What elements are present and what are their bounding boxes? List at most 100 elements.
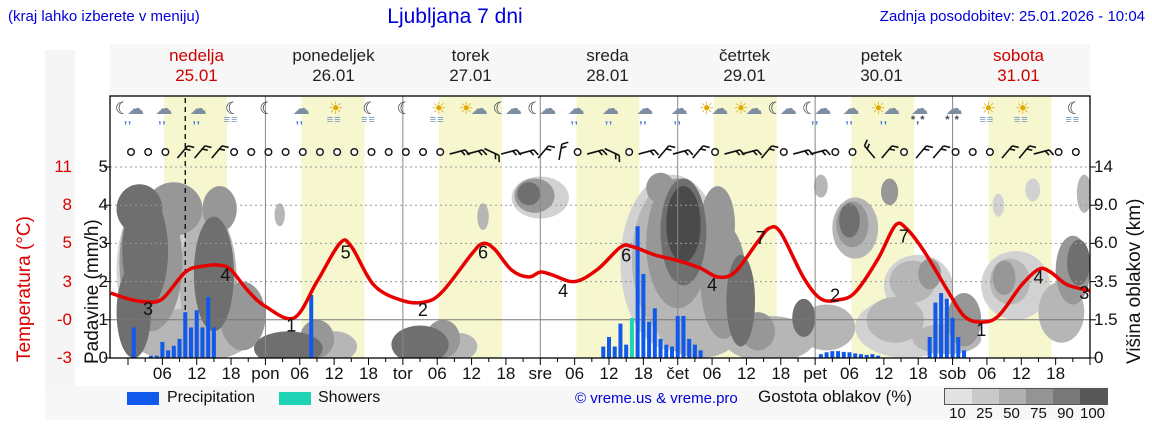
hour-label: 06 <box>427 364 447 383</box>
temperature-label: 4 <box>707 275 717 295</box>
cloud-blob <box>880 178 899 206</box>
precipitation-bar <box>624 344 629 358</box>
cloud-density-scale-label: 50 <box>1003 405 1020 422</box>
hour-label: 12 <box>736 364 756 383</box>
wind-barb-icon <box>1001 145 1019 159</box>
day-header: ponedeljek 26.01 <box>265 46 402 86</box>
hour-label: 06 <box>290 364 310 383</box>
precipitation-bar <box>166 350 171 358</box>
weather-icon-sun-cloud: ☀☁ <box>733 99 762 118</box>
day-date: 25.01 <box>175 66 218 85</box>
menu-hint: (kraj lahko izberete v meniju) <box>8 8 200 25</box>
precipitation-bar <box>847 352 852 358</box>
wind-calm-icon <box>298 148 307 156</box>
day-abbrev-label: pon <box>251 364 280 383</box>
wind-calm-icon <box>127 148 135 156</box>
shower-bar <box>629 317 634 358</box>
temperature-label: 1 <box>286 315 296 335</box>
prec-tick-label: 1 <box>98 309 108 329</box>
precipitation-bar <box>876 355 881 358</box>
wind-barb-icon <box>657 145 676 159</box>
wind-calm-icon <box>161 148 170 156</box>
day-abbrev-label: pet <box>803 364 827 383</box>
precipitation-bar <box>950 317 955 358</box>
last-update-timestamp: Zadnja posodobitev: 25.01.2026 - 10:04 <box>879 8 1145 25</box>
weather-icon-moon-cloud: ☾☁ <box>492 99 522 118</box>
cloud-blob <box>116 184 163 234</box>
day-name: sreda <box>586 46 629 65</box>
cloud-density-scale-label: 90 <box>1057 405 1074 422</box>
cloud-density-legend-label: Gostota oblakov (%) <box>758 387 913 406</box>
wind-calm-icon <box>1071 148 1080 156</box>
hour-label: 12 <box>874 364 894 383</box>
precipitation-bar <box>607 336 612 358</box>
cloud-density-scale-label: 100 <box>1079 405 1106 422</box>
hour-label: 06 <box>565 364 585 383</box>
precipitation-bar <box>944 298 949 358</box>
precipitation-legend-label: Precipitation <box>167 389 256 406</box>
cloud-tick-label: 1.5 <box>1094 309 1118 329</box>
weather-icon-cloud-rain: ☁,, <box>292 99 310 126</box>
wind-calm-icon <box>144 148 153 156</box>
precipitation-bar <box>870 354 875 358</box>
cloud-density-step <box>999 389 1026 404</box>
weather-icon-moon-cloud-rain: ☾☁,, <box>802 99 831 126</box>
day-name: sobota <box>992 46 1045 65</box>
precipitation-bar <box>692 344 697 358</box>
cloud-blob <box>193 216 234 332</box>
cloud-blob <box>274 203 285 227</box>
cloud-tick-label: 0 <box>1094 348 1104 367</box>
day-name: ponedeljek <box>292 46 375 65</box>
precipitation-bar <box>652 308 657 358</box>
cloud-density-step <box>945 389 972 404</box>
cloud-blob <box>726 254 756 347</box>
temperature-label: 2 <box>830 285 840 305</box>
wind-calm-icon <box>367 148 376 156</box>
prec-tick-label: 2 <box>98 271 108 291</box>
precipitation-bar <box>131 327 136 358</box>
precipitation-bar <box>188 327 193 358</box>
temp-tick-label: 3 <box>62 271 72 291</box>
hour-label: 12 <box>187 364 207 383</box>
cloud-density-scale-label: 25 <box>976 405 993 422</box>
cloud-tick-label: 9.0 <box>1094 195 1118 215</box>
temperature-label: 4 <box>1033 268 1043 288</box>
weather-icon-moon-cloud-rain: ☾☁,, <box>114 99 144 126</box>
cloud-blob <box>666 186 701 263</box>
weather-icon-moon-fog: ☾ ≡≡ <box>1065 99 1082 126</box>
day-date: 29.01 <box>723 66 766 85</box>
weather-icon-moon: ☾ <box>396 99 412 118</box>
weather-icon-sun-cloud-rain: ☀☁,, <box>870 99 900 126</box>
weather-icon-moon-fog: ☾ ≡≡ <box>361 99 378 126</box>
wind-calm-icon <box>951 148 960 156</box>
wind-barb-icon <box>586 149 608 156</box>
cloud-blob <box>253 331 323 358</box>
weather-icon-sun-cloud: ☀☁ <box>458 99 487 118</box>
precipitation-bar <box>206 296 211 358</box>
temperature-label: 6 <box>621 246 631 266</box>
hour-label: 06 <box>977 364 997 383</box>
temperature-label: 4 <box>220 265 230 285</box>
cloud-density-gradient <box>944 388 1108 405</box>
wind-barb-icon <box>558 141 569 161</box>
daylight-band <box>438 96 502 358</box>
day-header: torek 27.01 <box>402 46 539 86</box>
wind-calm-icon <box>573 148 582 156</box>
weather-icon-cloud-rain: ☁,, <box>636 99 653 126</box>
wind-calm-icon <box>436 148 445 156</box>
temp-tick-label: -3 <box>56 348 72 367</box>
precipitation-bar <box>641 273 646 358</box>
wind-calm-icon <box>711 148 720 156</box>
credit-link[interactable]: © vreme.us & vreme.pro <box>575 390 738 407</box>
cloud-blob <box>1025 178 1041 202</box>
temperature-label: 6 <box>478 243 488 263</box>
hour-label: 18 <box>359 364 378 383</box>
prec-tick-label: 0 <box>98 348 108 367</box>
precipitation-bar <box>830 351 835 358</box>
temp-axis-title: Temperatura (°C) <box>14 216 35 362</box>
temperature-label: 5 <box>341 243 351 263</box>
wind-barb-icon <box>915 145 934 159</box>
weather-icon-moon-fog: ☾ ≡≡ <box>223 99 241 126</box>
precipitation-bar <box>658 338 663 358</box>
wind-calm-icon <box>230 148 239 156</box>
